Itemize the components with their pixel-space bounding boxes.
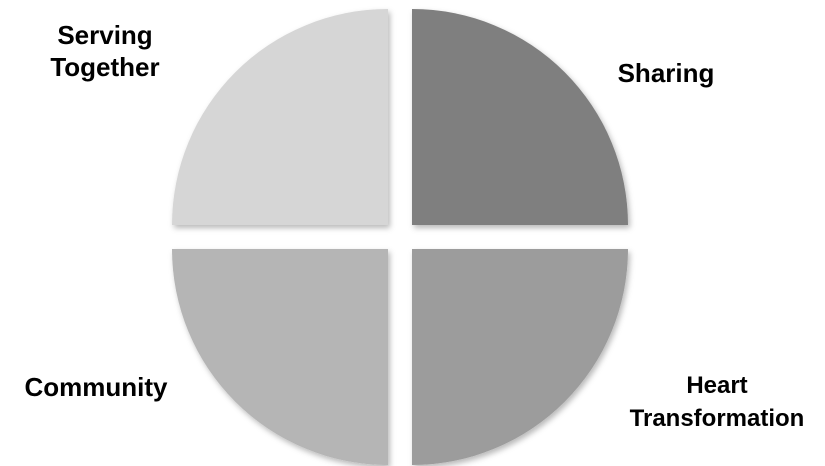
label-serving-together: Serving Together: [50, 20, 160, 82]
label-community: Community: [24, 372, 168, 402]
quadrant-bottom-left: [172, 249, 388, 465]
quadrant-top-right: [412, 9, 628, 225]
label-heart-transformation: Heart Transformation: [629, 372, 805, 432]
quadrant-bottom-right: [412, 249, 628, 465]
quadrant-top-left: [172, 9, 388, 225]
label-sharing: Sharing: [617, 58, 715, 88]
